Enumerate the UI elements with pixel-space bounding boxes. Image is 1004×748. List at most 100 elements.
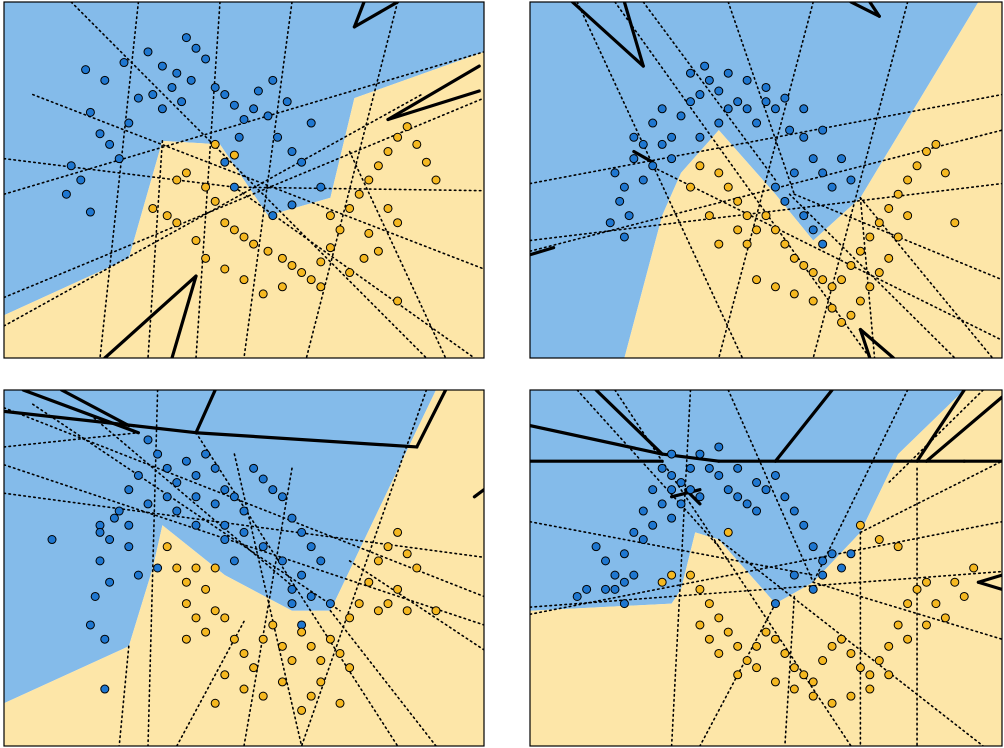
data-point-b: [210, 698, 220, 708]
data-point-b: [201, 584, 211, 594]
data-point-a: [210, 463, 220, 473]
data-point-a: [761, 82, 771, 92]
dotted-split-line: [859, 460, 1002, 534]
data-point-a: [220, 485, 230, 495]
data-point-b: [287, 260, 297, 270]
data-point-a: [714, 86, 724, 96]
data-point-a: [619, 599, 629, 609]
data-point-b: [306, 641, 316, 651]
data-point-a: [733, 463, 743, 473]
solid-boundary-line: [386, 64, 481, 122]
dotted-split-line: [576, 2, 744, 358]
data-point-b: [316, 656, 326, 666]
data-point-b: [723, 527, 733, 537]
data-point-b: [249, 663, 259, 673]
data-point-b: [855, 296, 865, 306]
data-point-b: [704, 634, 714, 644]
data-point-a: [733, 97, 743, 107]
data-point-b: [865, 670, 875, 680]
data-point-a: [153, 563, 163, 573]
data-point-b: [733, 196, 743, 206]
data-point-b: [921, 147, 931, 157]
data-point-b: [373, 606, 383, 616]
solid-boundary-line: [472, 488, 484, 499]
data-point-a: [676, 111, 686, 121]
data-point-b: [364, 228, 374, 238]
data-point-b: [874, 656, 884, 666]
solid-boundary-line: [622, 2, 645, 68]
data-point-a: [818, 556, 828, 566]
data-point-b: [373, 556, 383, 566]
data-point-b: [412, 139, 422, 149]
data-point-b: [239, 684, 249, 694]
data-point-b: [893, 189, 903, 199]
solid-boundary-line: [976, 580, 1002, 591]
data-point-a: [124, 542, 134, 552]
data-point-a: [124, 118, 134, 128]
data-point-a: [789, 168, 799, 178]
solid-boundary-line: [570, 2, 645, 68]
data-point-b: [761, 627, 771, 637]
data-point-b: [903, 599, 913, 609]
data-point-b: [865, 232, 875, 242]
data-point-b: [770, 282, 780, 292]
data-point-b: [827, 303, 837, 313]
data-point-a: [827, 549, 837, 559]
data-point-b: [421, 157, 431, 167]
data-point-b: [181, 168, 191, 178]
data-point-a: [229, 182, 239, 192]
data-point-b: [325, 634, 335, 644]
data-point-a: [85, 620, 95, 630]
data-point-a: [297, 157, 307, 167]
data-point-b: [210, 606, 220, 616]
solid-boundary-line: [194, 431, 419, 449]
dotted-split-line: [300, 390, 428, 746]
data-point-a: [676, 478, 686, 488]
data-point-a: [85, 107, 95, 117]
dotted-split-line: [305, 2, 399, 358]
dotted-split-line: [4, 97, 484, 299]
data-point-b: [345, 268, 355, 278]
data-point-b: [837, 634, 847, 644]
data-point-a: [100, 684, 110, 694]
data-point-a: [761, 97, 771, 107]
data-point-b: [827, 641, 837, 651]
data-point-a: [239, 506, 249, 516]
data-point-a: [695, 90, 705, 100]
panel-bottom-left: [3, 389, 485, 747]
data-point-b: [325, 243, 335, 253]
data-point-b: [393, 296, 403, 306]
dotted-split-line: [670, 390, 692, 746]
data-point-b: [229, 225, 239, 235]
data-point-b: [383, 542, 393, 552]
data-point-b: [733, 641, 743, 651]
data-point-a: [601, 584, 611, 594]
dotted-split-line: [614, 390, 852, 746]
data-point-b: [229, 150, 239, 160]
data-point-b: [884, 203, 894, 213]
data-point-a: [818, 125, 828, 135]
data-point-a: [808, 154, 818, 164]
data-point-b: [723, 627, 733, 637]
data-point-b: [393, 527, 403, 537]
data-point-a: [685, 97, 695, 107]
data-point-a: [761, 485, 771, 495]
solid-boundary-line: [194, 390, 217, 435]
data-point-a: [201, 449, 211, 459]
data-point-b: [903, 634, 913, 644]
data-point-b: [855, 520, 865, 530]
data-point-b: [162, 542, 172, 552]
data-point-b: [364, 175, 374, 185]
data-point-a: [287, 584, 297, 594]
panel-frame: [3, 1, 485, 359]
data-point-b: [855, 663, 865, 673]
data-point-a: [714, 442, 724, 452]
solid-boundary-line: [352, 2, 366, 29]
dotted-split-line: [233, 186, 484, 192]
data-point-a: [591, 542, 601, 552]
data-point-b: [373, 246, 383, 256]
data-point-b: [827, 282, 837, 292]
data-point-a: [770, 599, 780, 609]
data-point-a: [752, 118, 762, 128]
